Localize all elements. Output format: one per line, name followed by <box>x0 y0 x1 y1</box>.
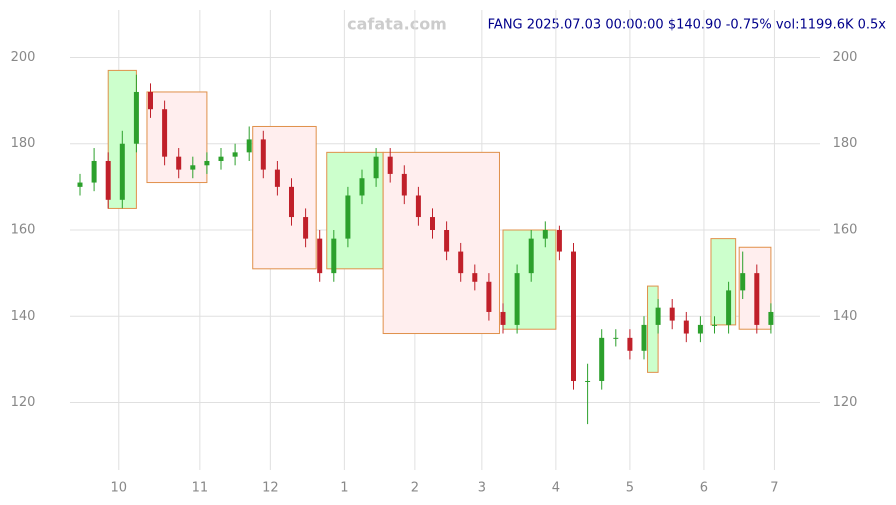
candle-body <box>133 91 139 144</box>
candle-body <box>458 251 464 274</box>
watermark: cafata.com <box>347 15 447 34</box>
candle-body <box>232 152 238 157</box>
candle-body <box>613 337 619 339</box>
candle-body <box>105 160 111 200</box>
candle-body <box>204 160 210 166</box>
candle-body <box>486 281 492 312</box>
candle-body <box>91 160 97 183</box>
candle-body <box>303 217 309 239</box>
y-tick-label: 140 <box>11 309 36 324</box>
candle-body <box>500 311 506 325</box>
candle-body <box>260 139 266 170</box>
y-tick-label: 120 <box>11 395 36 410</box>
zone-box <box>710 238 737 326</box>
candle-body <box>289 186 294 218</box>
candle-body <box>345 195 351 239</box>
candle-body <box>726 290 732 325</box>
zone-box <box>382 151 500 335</box>
candle-body <box>556 230 562 252</box>
y-tick-label: 160 <box>11 223 36 238</box>
candle-body <box>627 337 633 351</box>
y-tick-label-right: 180 <box>833 136 858 151</box>
x-tick-label: 4 <box>552 481 560 496</box>
candle-body <box>401 173 407 196</box>
candle-body <box>373 156 379 179</box>
candle-body <box>585 380 591 382</box>
candle-body <box>162 109 168 157</box>
x-tick-label: 5 <box>626 481 634 496</box>
candle-body <box>218 156 224 161</box>
candle-body <box>444 230 450 252</box>
candle-body <box>359 178 365 196</box>
candle-body <box>683 320 689 334</box>
candle-body <box>542 230 548 239</box>
x-tick-label: 6 <box>700 481 708 496</box>
candle-body <box>754 273 760 325</box>
candle-body <box>77 182 83 187</box>
y-tick-label-right: 140 <box>833 309 858 324</box>
candle-body <box>514 273 520 325</box>
y-tick-label: 200 <box>11 50 36 65</box>
y-tick-label-right: 120 <box>833 395 858 410</box>
candle-body <box>768 311 774 325</box>
candle-body <box>697 324 703 334</box>
x-tick-label: 12 <box>262 481 279 496</box>
chart-title: FANG 2025.07.03 00:00:00 $140.90 -0.75% … <box>488 18 887 33</box>
x-tick-label: 11 <box>192 481 209 496</box>
y-tick-label-right: 160 <box>833 223 858 238</box>
candle-body <box>119 143 125 200</box>
candle-body <box>148 91 153 110</box>
candle-body <box>740 273 746 291</box>
candle-body <box>331 238 337 274</box>
candle-body <box>246 139 252 153</box>
candle-body <box>176 156 182 170</box>
candle-body <box>712 324 717 326</box>
y-tick-label-right: 200 <box>833 50 858 65</box>
candle-body <box>415 195 421 218</box>
candle-body <box>190 165 196 170</box>
candle-body <box>641 324 647 351</box>
x-tick-label: 7 <box>770 481 778 496</box>
candle-body <box>669 307 675 321</box>
candle-body <box>571 251 576 381</box>
zone-box <box>647 285 659 373</box>
candle-body <box>387 156 393 174</box>
candle-body <box>655 307 661 325</box>
candle-body <box>472 273 478 282</box>
candle-body <box>430 217 435 230</box>
candle-body <box>317 238 323 274</box>
x-tick-label: 10 <box>111 481 128 496</box>
x-tick-label: 1 <box>340 481 348 496</box>
x-tick-label: 3 <box>478 481 486 496</box>
candle-body <box>528 238 534 274</box>
y-tick-label: 180 <box>11 136 36 151</box>
x-tick-label: 2 <box>411 481 419 496</box>
candle-body <box>274 169 280 187</box>
candle-body <box>599 337 605 381</box>
